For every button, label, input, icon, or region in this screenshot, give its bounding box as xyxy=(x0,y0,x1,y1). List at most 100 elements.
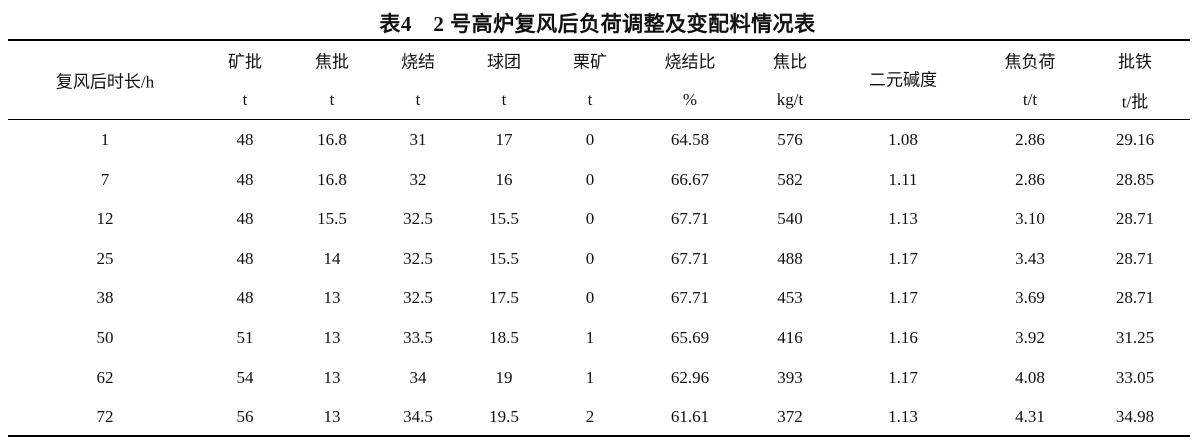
table-cell: 62 xyxy=(96,367,114,387)
table-cell: 1.17 xyxy=(888,288,918,308)
bottom-rule xyxy=(8,435,1190,437)
table-cell: 32.5 xyxy=(403,209,433,229)
table-cell: 67.71 xyxy=(670,248,710,268)
table-cell: 488 xyxy=(777,248,803,268)
table-title: 表4 2 号高炉复风后负荷调整及变配料情况表 xyxy=(379,12,816,36)
table-cell: 33.05 xyxy=(1115,367,1155,387)
table-cell: 15.5 xyxy=(317,209,347,229)
table-cell: 1.11 xyxy=(888,169,918,189)
table-cell: 62.96 xyxy=(670,367,710,387)
column-header: 焦批 xyxy=(315,52,349,72)
table-cell: 453 xyxy=(777,288,803,308)
table-cell: 0 xyxy=(585,288,595,308)
column-unit: t/批 xyxy=(1121,92,1149,112)
table-cell: 1.17 xyxy=(888,248,918,268)
column-header: 烧结比 xyxy=(664,52,716,72)
table-cell: 18.5 xyxy=(489,328,519,347)
table-cell: 17.5 xyxy=(489,288,519,308)
table-cell: 14 xyxy=(323,248,341,268)
table-cell: 50 xyxy=(96,328,114,347)
table-cell: 1.16 xyxy=(888,328,918,347)
table-cell: 12 xyxy=(96,209,114,229)
table-cell: 56 xyxy=(236,407,254,427)
table-cell: 28.71 xyxy=(1115,248,1155,268)
column-unit: t xyxy=(242,90,248,109)
table-cell: 48 xyxy=(236,248,254,268)
column-header: 焦比 xyxy=(773,52,807,72)
table-cell: 15.5 xyxy=(489,248,519,268)
table-cell: 31.25 xyxy=(1115,328,1155,347)
table-cell: 34 xyxy=(409,367,427,387)
table-cell: 3.10 xyxy=(1015,209,1045,229)
table-cell: 1 xyxy=(100,130,110,149)
table-cell: 393 xyxy=(777,367,803,387)
table-cell: 13 xyxy=(323,367,341,387)
column-unit: kg/t xyxy=(776,90,804,109)
table-cell: 13 xyxy=(323,407,341,427)
table-cell: 19 xyxy=(495,367,513,387)
header-rule xyxy=(8,119,1190,120)
table-cell: 67.71 xyxy=(670,209,710,229)
column-header: 烧结 xyxy=(401,52,435,72)
table-cell: 4.31 xyxy=(1015,407,1045,427)
column-header: 矿批 xyxy=(228,52,262,72)
table-cell: 1.13 xyxy=(888,407,918,427)
table-cell: 540 xyxy=(777,209,803,229)
table-cell: 13 xyxy=(323,288,341,308)
table-cell: 48 xyxy=(236,130,254,149)
column-header: 批铁 xyxy=(1118,52,1152,72)
table-cell: 32.5 xyxy=(403,248,433,268)
table-cell: 1.17 xyxy=(888,367,918,387)
table-cell: 0 xyxy=(585,248,595,268)
column-header: 焦负荷 xyxy=(1004,52,1056,72)
table-cell: 34.98 xyxy=(1115,407,1155,427)
column-unit: t xyxy=(329,90,335,109)
table-cell: 48 xyxy=(236,169,254,189)
table-cell: 3.43 xyxy=(1015,248,1045,268)
table-cell: 4.08 xyxy=(1015,367,1045,387)
table-cell: 65.69 xyxy=(670,328,710,347)
table-cell: 67.71 xyxy=(670,288,710,308)
table-cell: 0 xyxy=(585,209,595,229)
column-header: 复风后时长/h xyxy=(55,72,155,92)
table-cell: 28.71 xyxy=(1115,209,1155,229)
table-cell: 372 xyxy=(777,407,803,427)
table-cell: 25 xyxy=(96,248,114,268)
table-cell: 54 xyxy=(236,367,254,387)
column-unit: % xyxy=(682,90,698,109)
column-header: 球团 xyxy=(487,52,521,72)
table-cell: 0 xyxy=(585,130,595,149)
table-cell: 32 xyxy=(409,169,427,189)
table-cell: 576 xyxy=(777,130,803,149)
table-cell: 28.71 xyxy=(1115,288,1155,308)
column-header: 二元碱度 xyxy=(869,70,937,90)
table-cell: 0 xyxy=(585,169,595,189)
table-cell: 32.5 xyxy=(403,288,433,308)
table-cell: 1 xyxy=(585,328,595,347)
table-cell: 66.67 xyxy=(670,169,710,189)
table-cell: 28.85 xyxy=(1115,169,1155,189)
table-cell: 1.13 xyxy=(888,209,918,229)
table-cell: 34.5 xyxy=(403,407,433,427)
table-cell: 16.8 xyxy=(317,169,347,189)
table-cell: 31 xyxy=(409,130,427,149)
table-cell: 16 xyxy=(495,169,513,189)
table-cell: 48 xyxy=(236,288,254,308)
table-cell: 64.58 xyxy=(670,130,710,149)
table-cell: 33.5 xyxy=(403,328,433,347)
table-cell: 51 xyxy=(236,328,254,347)
table-cell: 16.8 xyxy=(317,130,347,149)
table-cell: 2.86 xyxy=(1015,130,1045,149)
table-cell: 2 xyxy=(585,407,595,427)
table-cell: 19.5 xyxy=(489,407,519,427)
table-cell: 1.08 xyxy=(888,130,918,149)
column-unit: t/t xyxy=(1022,90,1038,109)
table-cell: 7 xyxy=(100,169,110,189)
top-rule xyxy=(8,39,1190,41)
table-cell: 416 xyxy=(777,328,803,347)
table-cell: 3.69 xyxy=(1015,288,1045,308)
table-cell: 13 xyxy=(323,328,341,347)
column-unit: t xyxy=(415,90,421,109)
table-cell: 17 xyxy=(495,130,513,149)
column-header: 栗矿 xyxy=(573,52,607,72)
